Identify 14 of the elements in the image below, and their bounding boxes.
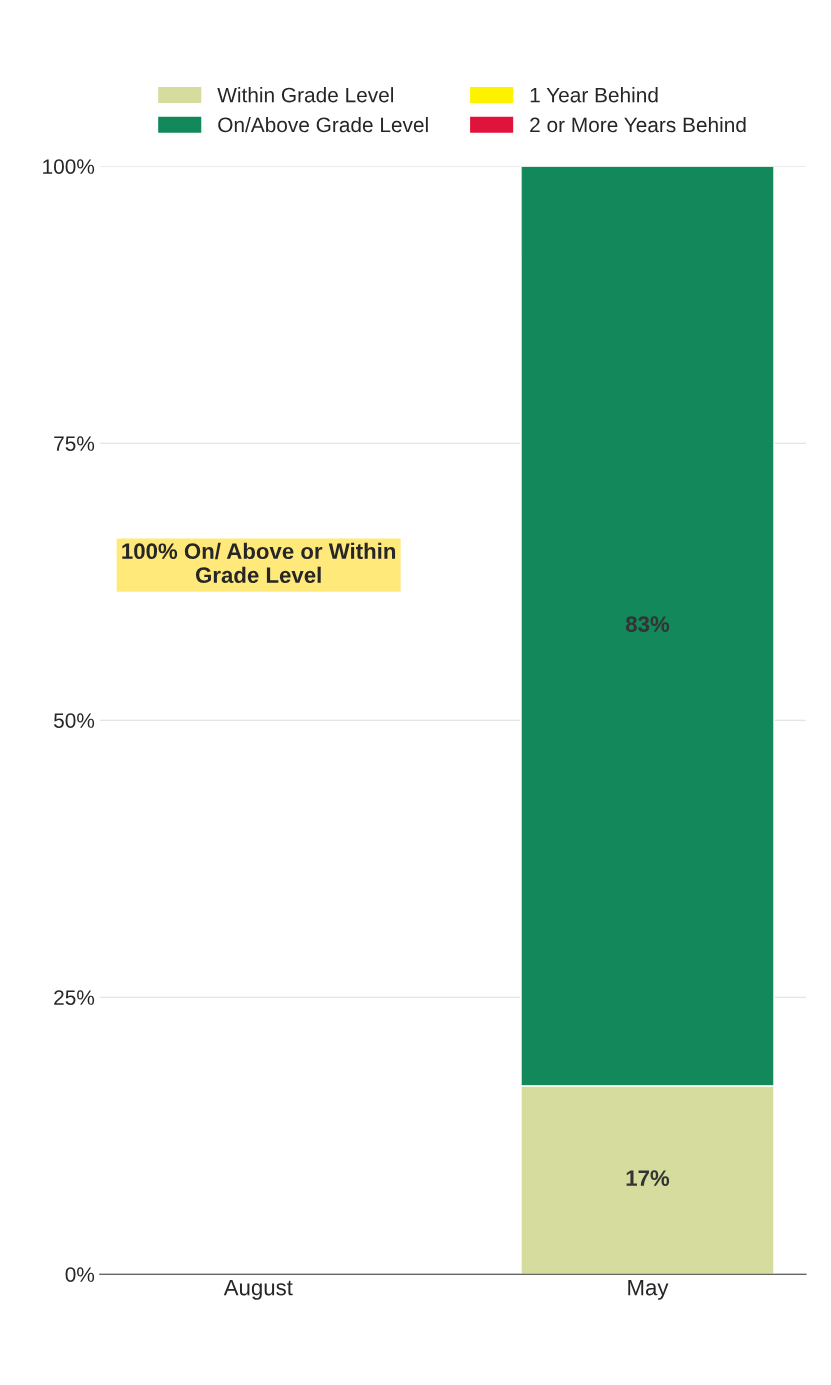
annotation: 100% On/ Above or Within Grade Level <box>122 542 396 584</box>
y-tick-label: 0% <box>65 1267 95 1282</box>
y-tick-label: 75% <box>54 436 95 451</box>
legend-label: Within Grade Level <box>217 87 393 103</box>
y-tick-label: 100% <box>43 159 95 174</box>
y-tick-label: 25% <box>54 990 95 1005</box>
legend-label: 1 Year Behind <box>530 87 658 103</box>
data-label: 83% <box>625 616 670 633</box>
data-label: 17% <box>626 1170 670 1186</box>
x-tick-label: August <box>223 1279 293 1300</box>
y-tick-label: 50% <box>54 713 95 728</box>
x-tick-label: May <box>628 1279 669 1300</box>
legend-label: On/Above Grade Level <box>218 116 428 133</box>
legend-label: 2 or More Years Behind <box>530 116 746 133</box>
